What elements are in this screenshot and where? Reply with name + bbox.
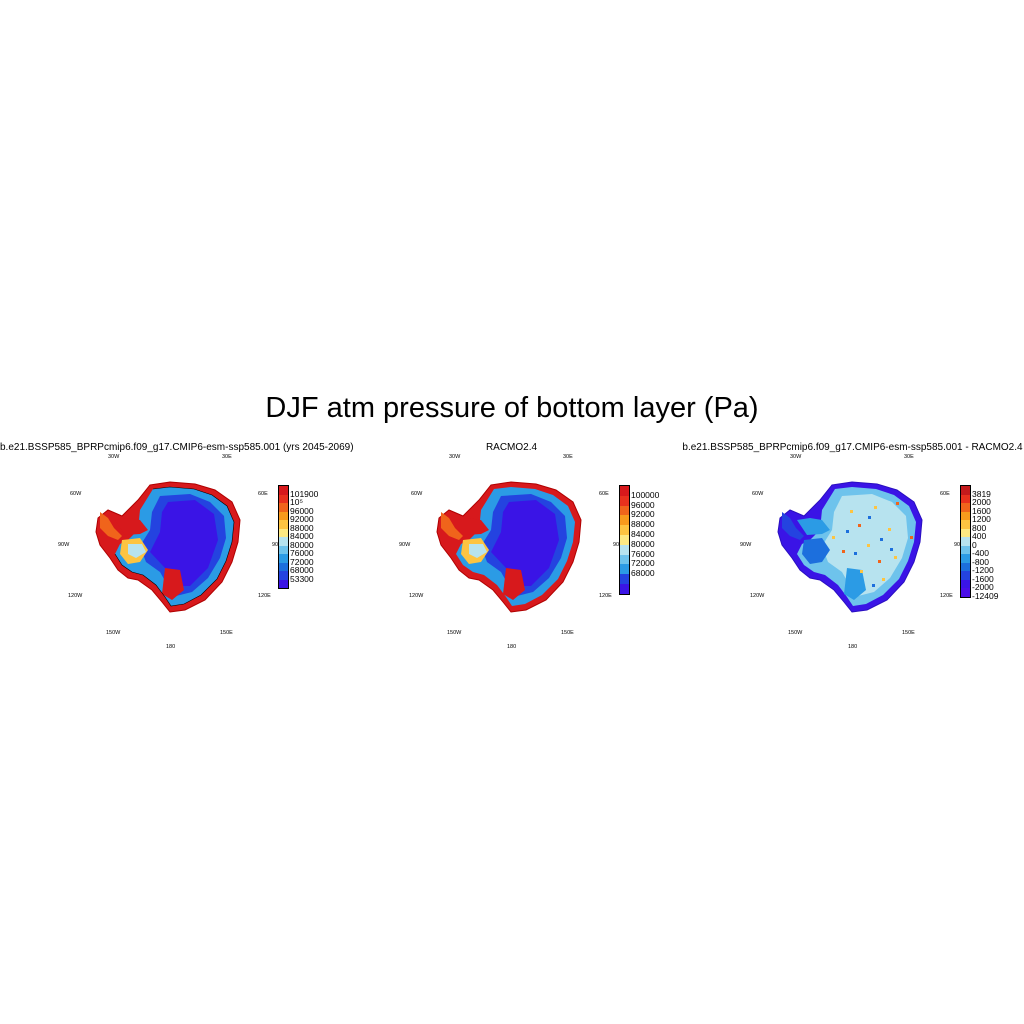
lon-label: 90W (740, 542, 751, 548)
lon-label: 60E (258, 491, 268, 497)
field-fill (96, 482, 240, 612)
colorbar-swatch (961, 588, 970, 597)
colorbar-swatch (961, 563, 970, 572)
colorbar-swatch (961, 486, 970, 495)
colorbar-swatch (961, 571, 970, 580)
colorbar-tick-label: -12409 (972, 591, 998, 601)
colorbar-swatches (619, 485, 630, 595)
colorbar-swatch (279, 571, 288, 580)
colorbar-swatch (961, 546, 970, 555)
lon-label: 150W (447, 630, 461, 636)
lon-label: 30E (222, 454, 232, 460)
colorbar-swatch (620, 584, 629, 594)
lon-label: 30W (108, 454, 119, 460)
lon-label: 180 (507, 644, 516, 650)
map-panel-model: b.e21.BSSP585_BPRPcmip6.f09_g17.CMIP6-es… (0, 440, 341, 655)
map-panel-racmo: RACMO2.4 30W 30E 60W 60E 90W 90E 120W 12… (341, 440, 682, 655)
lon-label: 90W (58, 542, 69, 548)
lon-label: 150E (561, 630, 574, 636)
lon-label: 60E (599, 491, 609, 497)
colorbar-tick-label: 84000 (631, 529, 655, 539)
lon-label: 120E (940, 593, 953, 599)
colorbar-swatch (279, 529, 288, 538)
lon-label: 180 (166, 644, 175, 650)
colorbar-swatch (620, 506, 629, 516)
colorbar-swatch (279, 503, 288, 512)
colorbar-tick-label: 92000 (631, 509, 655, 519)
lon-label: 30E (904, 454, 914, 460)
colorbar-swatch (961, 554, 970, 563)
colorbar-swatch (279, 486, 288, 495)
colorbar-swatch (620, 486, 629, 496)
field-fill (778, 482, 922, 612)
lon-label: 120E (599, 593, 612, 599)
colorbar-swatch (620, 515, 629, 525)
lon-label: 60E (940, 491, 950, 497)
lon-label: 120W (750, 593, 764, 599)
figure-title: DJF atm pressure of bottom layer (Pa) (0, 392, 1024, 425)
lon-label: 90W (399, 542, 410, 548)
colorbar-swatch (620, 496, 629, 506)
colorbar-tick-label: 53300 (290, 574, 314, 584)
lon-label: 180 (848, 644, 857, 650)
colorbar-swatch (961, 529, 970, 538)
colorbar-tick-label: 88000 (631, 519, 655, 529)
lon-label: 60W (70, 491, 81, 497)
lon-label: 120E (258, 593, 271, 599)
colorbar-swatch (620, 574, 629, 584)
colorbar-tick-label: 72000 (631, 558, 655, 568)
lon-label: 150W (788, 630, 802, 636)
colorbar-swatch (279, 537, 288, 546)
colorbar-swatch (961, 495, 970, 504)
lon-label: 30W (790, 454, 801, 460)
colorbar-tick-label: 76000 (631, 549, 655, 559)
colorbar-swatches (278, 485, 289, 589)
lon-label: 30E (563, 454, 573, 460)
colorbar-swatch (279, 580, 288, 589)
colorbar-swatch (279, 495, 288, 504)
lon-label: 60W (752, 491, 763, 497)
colorbar-swatch (279, 554, 288, 563)
lon-label: 150W (106, 630, 120, 636)
colorbar-swatch (279, 520, 288, 529)
colorbar-swatch (279, 512, 288, 521)
colorbar-swatch (279, 546, 288, 555)
lon-label: 60W (411, 491, 422, 497)
colorbar-swatch (961, 512, 970, 521)
colorbar-swatches (960, 485, 971, 598)
map-panel-difference: b.e21.BSSP585_BPRPcmip6.f09_g17.CMIP6-es… (682, 440, 1023, 655)
field-fill (437, 482, 581, 612)
colorbar-swatch (620, 545, 629, 555)
colorbar-tick-label: 80000 (631, 539, 655, 549)
lon-label: 120W (409, 593, 423, 599)
lon-label: 150E (220, 630, 233, 636)
colorbar-tick-label: 100000 (631, 490, 659, 500)
colorbar-swatch (961, 520, 970, 529)
colorbar-swatch (279, 563, 288, 572)
colorbar-swatch (620, 555, 629, 565)
lon-label: 150E (902, 630, 915, 636)
lon-label: 120W (68, 593, 82, 599)
colorbar-swatch (620, 525, 629, 535)
colorbar-tick-label: 68000 (631, 568, 655, 578)
colorbar-swatch (961, 503, 970, 512)
lon-label: 30W (449, 454, 460, 460)
colorbar-tick-label: 96000 (631, 500, 655, 510)
colorbar-swatch (620, 564, 629, 574)
colorbar-swatch (620, 535, 629, 545)
colorbar-swatch (961, 537, 970, 546)
colorbar-swatch (961, 580, 970, 589)
